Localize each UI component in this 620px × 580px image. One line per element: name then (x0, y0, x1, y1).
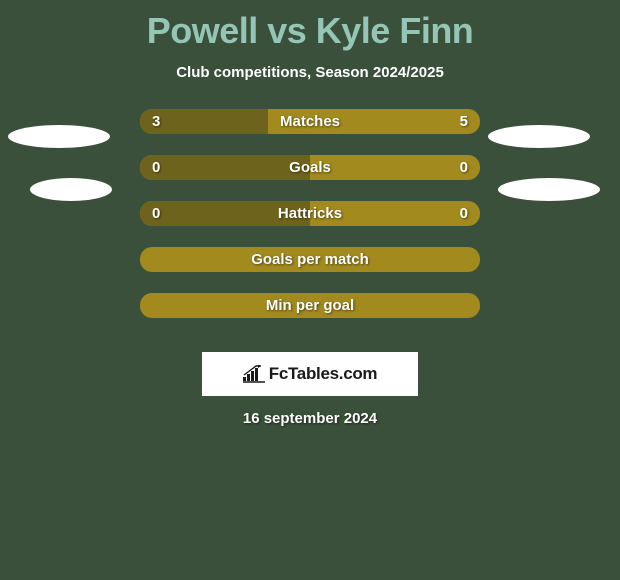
page-title: Powell vs Kyle Finn (0, 0, 620, 52)
subtitle: Club competitions, Season 2024/2025 (0, 64, 620, 81)
stat-bar: Matches (140, 109, 480, 134)
stat-row: Goals per match (0, 247, 620, 272)
stat-row: Min per goal (0, 293, 620, 318)
date-text: 16 september 2024 (0, 410, 620, 427)
stat-bar: Min per goal (140, 293, 480, 318)
avatar-ellipse (488, 125, 590, 148)
stat-bar: Goals per match (140, 247, 480, 272)
brand-text: FcTables.com (269, 364, 378, 384)
stat-value-right: 0 (460, 201, 468, 226)
stat-label: Hattricks (140, 201, 480, 226)
stat-label: Goals per match (140, 247, 480, 272)
avatar-ellipse (8, 125, 110, 148)
avatar-ellipse (30, 178, 112, 201)
brand-box: FcTables.com (202, 352, 418, 396)
stat-label: Goals (140, 155, 480, 180)
stat-label: Min per goal (140, 293, 480, 318)
stat-value-left: 3 (152, 109, 160, 134)
stat-row: Goals0 0 (0, 155, 620, 180)
stat-value-right: 0 (460, 155, 468, 180)
stat-value-left: 0 (152, 155, 160, 180)
stat-bar: Goals (140, 155, 480, 180)
stat-value-left: 0 (152, 201, 160, 226)
chart-icon (243, 365, 265, 383)
avatar-ellipse (498, 178, 600, 201)
stat-row: Hattricks0 0 (0, 201, 620, 226)
stat-bar: Hattricks (140, 201, 480, 226)
stat-value-right: 5 (460, 109, 468, 134)
stat-label: Matches (140, 109, 480, 134)
